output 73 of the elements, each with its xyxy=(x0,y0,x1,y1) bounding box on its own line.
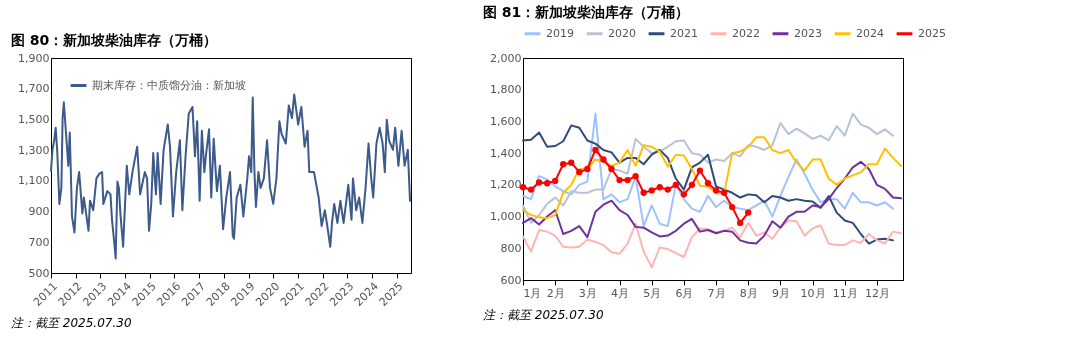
point xyxy=(560,161,567,168)
point xyxy=(672,181,679,189)
x-tick-label: 2月 xyxy=(546,286,565,300)
y-tick-label: 1,300 xyxy=(18,143,50,157)
x-tick-label: 10月 xyxy=(800,286,826,300)
x-tick-label: 1月 xyxy=(523,286,542,300)
chart-title: 图 81：新加坡柴油库存（万桶） xyxy=(483,4,690,20)
legend-label: 2020 xyxy=(608,26,636,40)
legend-label: 2021 xyxy=(670,26,698,40)
point xyxy=(535,179,543,186)
line-series xyxy=(522,219,903,269)
y-tick-label: 1,900 xyxy=(18,51,50,65)
point xyxy=(527,186,535,193)
y-tick-label: 2,000 xyxy=(490,51,522,65)
y-tick-label: 1,100 xyxy=(18,174,50,188)
y-tick-label: 800 xyxy=(500,241,522,255)
y-tick-label: 1,600 xyxy=(490,114,522,128)
legend-label: 期末库存：中质馏分油：新加坡 xyxy=(92,78,246,92)
point xyxy=(616,176,623,184)
text: 注：截至 2025.07.30 xyxy=(11,316,132,330)
x-tick-label: 8月 xyxy=(739,286,758,300)
line-series xyxy=(50,93,412,260)
point xyxy=(720,189,728,196)
point xyxy=(680,191,688,198)
y-tick-label: 900 xyxy=(28,205,50,219)
x-tick-label: 9月 xyxy=(771,286,790,300)
point xyxy=(704,180,712,187)
point xyxy=(576,169,583,176)
point xyxy=(737,219,744,227)
legend-label: 2024 xyxy=(856,26,884,40)
point xyxy=(696,167,704,174)
x-tick-label: 6月 xyxy=(675,286,694,300)
line-series xyxy=(522,160,903,245)
point xyxy=(592,146,599,154)
point xyxy=(688,181,696,189)
y-tick-label: 1,400 xyxy=(490,146,522,160)
x-tick-label: 11月 xyxy=(832,286,858,300)
x-tick-label: 12月 xyxy=(864,286,890,300)
x-tick-label: 7月 xyxy=(707,286,726,300)
chart-title: 图 80：新加坡柴油库存（万桶） xyxy=(11,32,218,48)
legend-label: 2019 xyxy=(546,26,574,40)
point xyxy=(632,172,639,180)
line-series xyxy=(522,136,903,220)
legend-label: 2023 xyxy=(794,26,822,40)
y-tick-label: 1,800 xyxy=(490,83,522,97)
line-series xyxy=(522,124,895,245)
y-tick-label: 500 xyxy=(28,266,50,280)
point xyxy=(600,156,607,163)
point xyxy=(568,159,575,166)
y-tick-label: 600 xyxy=(500,273,522,287)
point xyxy=(640,189,647,196)
point xyxy=(656,184,663,191)
point xyxy=(648,187,655,194)
point xyxy=(584,165,591,173)
point xyxy=(608,165,615,173)
point xyxy=(728,203,736,211)
x-tick-label: 4月 xyxy=(611,286,630,300)
x-tick-label: 3月 xyxy=(578,286,597,300)
y-tick-label: 1,700 xyxy=(18,82,50,96)
point xyxy=(712,187,720,194)
legend-label: 2025 xyxy=(918,26,946,40)
point xyxy=(543,180,551,187)
y-tick-label: 1,200 xyxy=(490,178,522,192)
y-tick-label: 700 xyxy=(28,235,50,249)
point xyxy=(745,209,752,216)
point xyxy=(624,176,631,184)
text: 注：截至 2025.07.30 xyxy=(483,308,604,322)
x-tick-label: 5月 xyxy=(643,286,662,300)
point xyxy=(664,186,671,193)
legend-label: 2022 xyxy=(732,26,760,40)
y-tick-label: 1,000 xyxy=(490,210,522,224)
point xyxy=(552,177,559,185)
y-tick-label: 1,500 xyxy=(18,112,50,126)
